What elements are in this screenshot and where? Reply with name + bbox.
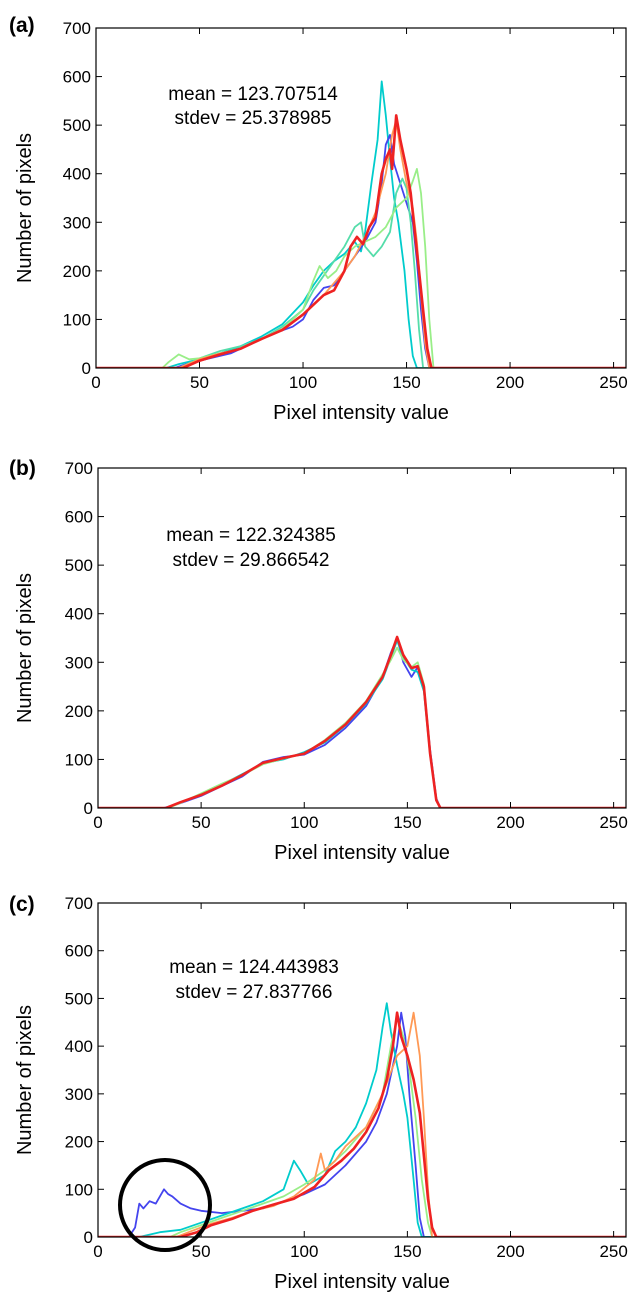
y-tick-label: 0 <box>84 1228 93 1247</box>
y-tick-label: 700 <box>65 894 93 913</box>
series-group <box>96 80 626 368</box>
x-tick-label: 50 <box>192 813 211 832</box>
y-axis-label: Number of pixels <box>14 133 36 283</box>
y-tick-label: 0 <box>84 799 93 818</box>
y-tick-label: 700 <box>63 19 91 38</box>
mean-annotation: mean = 124.443983 <box>169 957 339 978</box>
y-tick-label: 500 <box>65 556 93 575</box>
series-line <box>98 1016 626 1237</box>
x-tick-label: 0 <box>93 813 102 832</box>
y-tick-label: 400 <box>65 605 93 624</box>
y-tick-label: 100 <box>63 310 91 329</box>
y-tick-label: 100 <box>65 1180 93 1199</box>
y-tick-label: 600 <box>65 508 93 527</box>
series-line <box>98 1011 626 1237</box>
x-axis-label: Pixel intensity value <box>274 1271 450 1293</box>
x-tick-label: 250 <box>599 813 627 832</box>
series-line <box>98 637 626 808</box>
chart-panel: 0 50 100 150 200 250 0 100 200 300 400 500 600 700 Pix… <box>9 457 628 864</box>
x-tick-label: 50 <box>190 373 209 392</box>
axes-frame <box>95 27 627 369</box>
series-line <box>96 114 626 368</box>
x-tick-label: 250 <box>599 1242 627 1261</box>
series-line <box>98 635 626 808</box>
series-group <box>98 1002 626 1237</box>
y-axis-label: Number of pixels <box>14 1005 36 1155</box>
y-tick-label: 500 <box>63 116 91 135</box>
axes-frame <box>97 467 627 809</box>
y-tick-label: 0 <box>82 359 91 378</box>
highlight-circle <box>118 1158 212 1252</box>
x-tick-label: 200 <box>496 813 524 832</box>
x-tick-label: 100 <box>289 373 317 392</box>
y-axis-label: Number of pixels <box>14 573 36 723</box>
y-tick-label: 300 <box>65 653 93 672</box>
series-group <box>98 635 626 808</box>
series-line <box>96 168 626 368</box>
panel-label: (c) <box>9 893 35 916</box>
series-line <box>96 177 626 368</box>
x-axis-label: Pixel intensity value <box>273 402 449 424</box>
stdev-annotation: stdev = 29.866542 <box>173 550 330 571</box>
stdev-annotation: stdev = 25.378985 <box>175 108 332 129</box>
x-tick-label: 100 <box>290 1242 318 1261</box>
chart-panel: 0 50 100 150 200 250 0 100 200 300 400 500 600 700 Pix… <box>9 14 628 424</box>
mean-annotation: mean = 123.707514 <box>168 84 338 105</box>
y-tick-label: 500 <box>65 989 93 1008</box>
x-tick-label: 150 <box>393 813 421 832</box>
x-tick-label: 200 <box>496 1242 524 1261</box>
y-tick-label: 200 <box>63 262 91 281</box>
series-line <box>96 119 626 368</box>
x-tick-label: 50 <box>192 1242 211 1261</box>
y-tick-label: 400 <box>65 1037 93 1056</box>
y-tick-label: 600 <box>63 68 91 87</box>
panel-label: (a) <box>9 14 35 37</box>
y-tick-label: 200 <box>65 702 93 721</box>
y-tick-label: 100 <box>65 750 93 769</box>
x-tick-label: 150 <box>393 1242 421 1261</box>
x-tick-label: 200 <box>496 373 524 392</box>
axes-frame <box>97 902 627 1238</box>
y-tick-label: 300 <box>65 1085 93 1104</box>
y-tick-label: 400 <box>63 165 91 184</box>
x-tick-label: 150 <box>392 373 420 392</box>
series-line <box>98 1002 626 1237</box>
series-line <box>96 80 626 368</box>
panel-label: (b) <box>9 457 36 480</box>
mean-annotation: mean = 122.324385 <box>166 525 336 546</box>
y-tick-label: 700 <box>65 459 93 478</box>
y-tick-label: 200 <box>65 1133 93 1152</box>
x-tick-label: 100 <box>290 813 318 832</box>
x-tick-label: 0 <box>91 373 100 392</box>
x-tick-label: 250 <box>599 373 627 392</box>
y-tick-label: 300 <box>63 213 91 232</box>
y-tick-label: 600 <box>65 942 93 961</box>
series-line <box>98 1011 626 1237</box>
series-line <box>98 646 626 808</box>
series-line <box>98 1011 626 1237</box>
stdev-annotation: stdev = 27.837766 <box>176 982 333 1003</box>
chart-panel: 0 50 100 150 200 250 0 100 200 300 400 500 600 700 Pix… <box>9 893 628 1293</box>
x-axis-label: Pixel intensity value <box>274 842 450 864</box>
series-line <box>98 639 626 808</box>
x-tick-label: 0 <box>93 1242 102 1261</box>
